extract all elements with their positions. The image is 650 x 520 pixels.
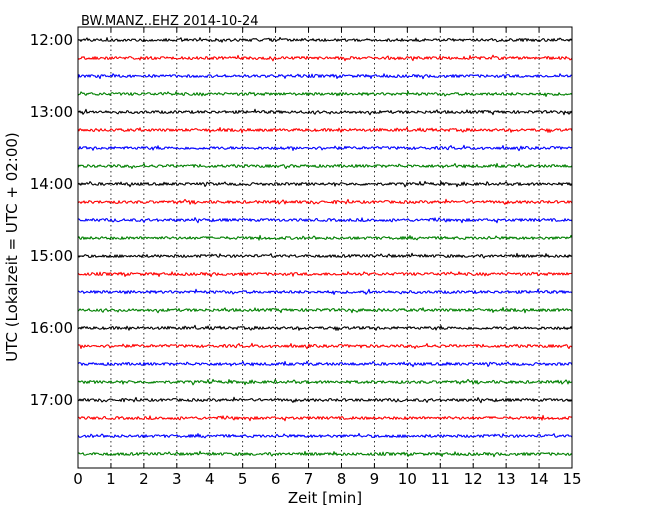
x-tick-label: 4 [205,470,215,488]
trace-1700 [77,396,573,404]
x-axis-label: Zeit [min] [288,489,362,507]
x-tick-label: 7 [304,470,314,488]
y-tick-label: 16:00 [30,319,73,337]
plot-frame [77,26,573,469]
x-tick-label: 8 [337,470,347,488]
chart-title: BW.MANZ..EHZ 2014-10-24 [81,14,259,29]
trace-1630 [77,360,573,368]
trace-1400 [77,180,573,188]
y-tick-label: 14:00 [30,175,73,193]
trace-1500 [77,252,573,259]
grid-lines [110,27,540,468]
x-tick-label: 2 [139,470,149,488]
trace-1600 [77,324,573,331]
trace-1300 [77,108,573,116]
y-tick-label: 17:00 [30,391,73,409]
seismic-traces [77,36,573,458]
trace-1715 [77,414,573,422]
x-tick-label: 11 [431,470,450,488]
x-tick-label: 0 [73,470,83,488]
trace-1330 [77,144,573,152]
x-tick-label: 13 [497,470,516,488]
x-tick-label: 12 [464,470,483,488]
trace-1315 [77,126,573,134]
trace-1615 [77,342,573,350]
x-tick-label: 5 [238,470,248,488]
trace-1745 [77,450,573,458]
x-tick-label: 15 [562,470,581,488]
x-axis: 0 1 2 3 4 5 6 7 8 9 10 11 12 13 14 15 [73,27,582,488]
y-tick-label: 12:00 [30,31,73,49]
trace-1415 [77,198,573,205]
x-tick-label: 6 [271,470,281,488]
trace-1645 [77,378,573,386]
trace-1515 [77,271,573,278]
trace-1445 [77,234,573,241]
trace-1545 [77,307,573,314]
y-axis-label: UTC (Lokalzeit = UTC + 02:00) [3,132,21,362]
y-tick-label: 15:00 [30,247,73,265]
x-tick-label: 3 [172,470,182,488]
trace-1430 [77,217,573,224]
y-axis: 12:00 13:00 14:00 15:00 16:00 17:00 [30,31,572,409]
trace-1230 [77,73,573,80]
trace-1345 [77,162,573,170]
trace-1530 [77,288,573,295]
x-tick-label: 10 [398,470,417,488]
trace-1730 [77,432,573,439]
x-tick-label: 14 [530,470,549,488]
x-tick-label: 1 [106,470,116,488]
trace-1215 [77,54,573,62]
x-tick-label: 9 [370,470,380,488]
y-tick-label: 13:00 [30,103,73,121]
trace-1245 [77,90,573,97]
trace-1200 [77,36,573,43]
